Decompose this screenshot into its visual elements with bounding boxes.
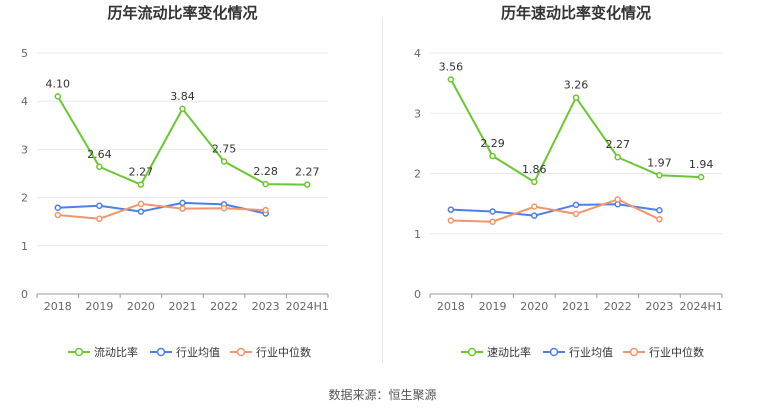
legend-label: 行业均值 — [569, 346, 613, 359]
data-point — [137, 200, 145, 208]
data-label: 2.27 — [295, 166, 320, 179]
data-label: 2.28 — [253, 165, 278, 178]
data-point — [697, 173, 705, 181]
data-point — [54, 93, 62, 100]
data-point — [137, 181, 145, 188]
data-point — [572, 201, 580, 209]
legend-swatch-marker — [74, 347, 84, 357]
data-point — [220, 158, 228, 165]
legend-swatch-marker — [236, 347, 246, 357]
x-tick-label: 2020 — [520, 300, 548, 313]
data-point — [54, 211, 62, 219]
legend-label: 速动比率 — [487, 345, 531, 359]
data-point — [447, 76, 455, 83]
data-point — [531, 212, 538, 219]
data-point — [489, 218, 496, 225]
x-tick-label: 2022 — [604, 300, 632, 313]
y-tick-label: 1 — [21, 240, 28, 253]
y-tick-label: 0 — [21, 288, 28, 301]
x-tick-label: 2024H1 — [286, 300, 329, 313]
y-tick-label: 4 — [414, 47, 421, 60]
data-label: 1.97 — [647, 156, 672, 169]
data-point — [656, 207, 663, 214]
data-point — [447, 206, 455, 213]
data-label: 2.27 — [605, 138, 630, 151]
data-point — [262, 180, 269, 188]
data-point — [303, 181, 311, 188]
data-point — [96, 202, 103, 210]
data-point — [179, 105, 186, 113]
data-source: 数据来源：恒生聚源 — [328, 388, 437, 402]
data-point — [656, 216, 663, 223]
y-tick-label: 4 — [21, 95, 28, 108]
legend-label: 行业均值 — [176, 346, 220, 359]
data-label: 3.56 — [439, 61, 464, 74]
x-tick-label: 2020 — [127, 300, 155, 313]
current-ratio-chart-panel: 历年流动比率变化情况 0 1 2 3 4 5 2018 2019 2020 2021 2022 2023… — [0, 0, 382, 380]
data-label: 1.86 — [522, 163, 547, 176]
data-point — [572, 210, 580, 218]
data-label: 1.94 — [689, 158, 714, 171]
panel-divider — [382, 18, 383, 363]
data-point — [656, 172, 663, 179]
data-point — [179, 199, 186, 207]
data-point — [54, 204, 62, 211]
data-point — [489, 208, 496, 215]
y-tick-label: 3 — [21, 143, 28, 156]
data-point — [614, 153, 621, 161]
x-tick-label: 2023 — [252, 300, 280, 313]
x-tick-label: 2021 — [169, 300, 197, 313]
x-tick-label: 2023 — [645, 300, 673, 313]
data-point — [489, 152, 496, 160]
x-tick-label: 2019 — [85, 300, 113, 313]
series-line-industry-median — [57, 202, 266, 220]
data-point — [220, 204, 228, 212]
y-tick-label: 3 — [414, 107, 421, 120]
x-tick-label: 2018 — [437, 300, 465, 313]
chart-title: 历年速动比率变化情况 — [501, 4, 651, 22]
y-tick-label: 5 — [21, 47, 28, 60]
data-point — [447, 217, 455, 224]
x-tick-label: 2024H1 — [680, 300, 723, 313]
legend-label: 行业中位数 — [649, 345, 704, 359]
chart-title: 历年流动比率变化情况 — [107, 4, 257, 22]
quick-ratio-chart-panel: 历年速动比率变化情况 0 1 2 3 4 2018 2019 2020 2021 2022 2023 2… — [383, 0, 765, 380]
y-tick-label: 2 — [21, 192, 28, 205]
data-point — [262, 206, 269, 214]
data-label: 4.10 — [46, 77, 71, 90]
data-point — [531, 178, 538, 186]
legend-label: 流动比率 — [94, 345, 138, 359]
data-label: 3.84 — [170, 90, 195, 103]
series-line-industry-median — [450, 198, 660, 223]
data-point — [531, 203, 538, 210]
legend-label: 行业中位数 — [256, 345, 311, 359]
legend-swatch-marker — [549, 347, 559, 357]
y-tick-label: 1 — [414, 228, 421, 241]
data-label: 2.64 — [87, 148, 112, 161]
x-tick-label: 2019 — [479, 300, 507, 313]
data-point — [572, 94, 580, 101]
y-tick-label: 2 — [414, 168, 421, 181]
data-point — [179, 205, 186, 212]
data-point — [96, 215, 103, 223]
x-tick-label: 2018 — [44, 300, 72, 313]
legend-swatch-marker — [629, 347, 639, 357]
data-label: 3.26 — [564, 79, 589, 92]
y-tick-label: 0 — [414, 288, 421, 301]
data-label: 2.27 — [129, 166, 154, 179]
data-point — [96, 163, 103, 171]
current-ratio-chart: 历年流动比率变化情况 0 1 2 3 4 5 2018 2019 2020 2021 2022 2023… — [21, 4, 329, 359]
x-tick-label: 2021 — [562, 300, 590, 313]
data-point — [137, 208, 145, 215]
quick-ratio-chart: 历年速动比率变化情况 0 1 2 3 4 2018 2019 2020 2021 2022 2023 2… — [414, 4, 723, 359]
data-label: 2.75 — [212, 142, 237, 155]
x-tick-label: 2022 — [210, 300, 238, 313]
legend-swatch-marker — [156, 347, 166, 357]
legend-swatch-marker — [467, 347, 477, 357]
data-point — [614, 196, 621, 203]
data-label: 2.29 — [480, 137, 505, 150]
